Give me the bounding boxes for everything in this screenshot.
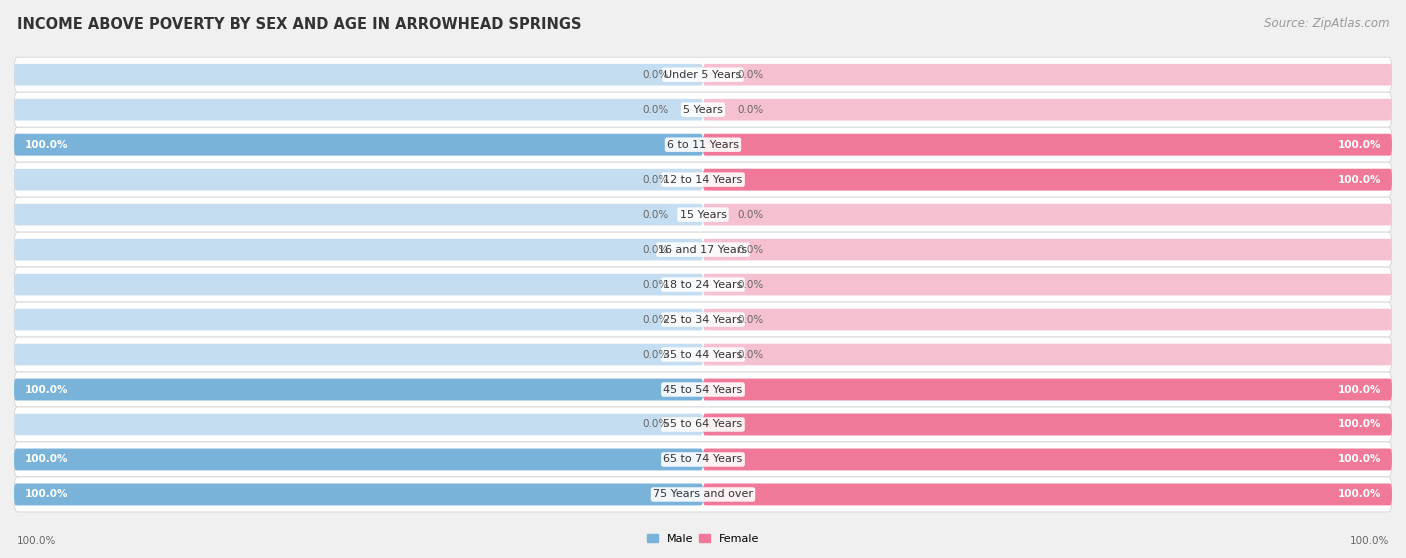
Text: Source: ZipAtlas.com: Source: ZipAtlas.com xyxy=(1264,17,1389,30)
FancyBboxPatch shape xyxy=(14,64,703,85)
FancyBboxPatch shape xyxy=(14,134,703,156)
Text: 100.0%: 100.0% xyxy=(24,384,67,395)
FancyBboxPatch shape xyxy=(14,57,1392,92)
FancyBboxPatch shape xyxy=(703,379,1392,400)
Text: 0.0%: 0.0% xyxy=(643,105,669,115)
FancyBboxPatch shape xyxy=(14,413,703,435)
FancyBboxPatch shape xyxy=(703,204,1392,225)
Text: 0.0%: 0.0% xyxy=(738,70,763,80)
FancyBboxPatch shape xyxy=(703,309,1392,330)
Text: Under 5 Years: Under 5 Years xyxy=(665,70,741,80)
FancyBboxPatch shape xyxy=(14,309,703,330)
FancyBboxPatch shape xyxy=(703,484,1392,506)
FancyBboxPatch shape xyxy=(14,162,1392,197)
Text: 0.0%: 0.0% xyxy=(643,315,669,325)
Text: 65 to 74 Years: 65 to 74 Years xyxy=(664,454,742,464)
FancyBboxPatch shape xyxy=(703,484,1392,506)
Text: 0.0%: 0.0% xyxy=(738,105,763,115)
FancyBboxPatch shape xyxy=(14,169,703,190)
FancyBboxPatch shape xyxy=(14,134,703,156)
Text: 100.0%: 100.0% xyxy=(1339,489,1382,499)
Text: 0.0%: 0.0% xyxy=(738,280,763,290)
Text: 18 to 24 Years: 18 to 24 Years xyxy=(664,280,742,290)
FancyBboxPatch shape xyxy=(14,92,1392,127)
Text: 100.0%: 100.0% xyxy=(1339,384,1382,395)
Text: 100.0%: 100.0% xyxy=(1339,420,1382,430)
FancyBboxPatch shape xyxy=(14,379,703,400)
FancyBboxPatch shape xyxy=(14,267,1392,302)
FancyBboxPatch shape xyxy=(703,99,1392,121)
Text: 0.0%: 0.0% xyxy=(738,244,763,254)
Text: 75 Years and over: 75 Years and over xyxy=(652,489,754,499)
Text: 0.0%: 0.0% xyxy=(643,244,669,254)
FancyBboxPatch shape xyxy=(14,484,703,506)
FancyBboxPatch shape xyxy=(703,449,1392,470)
Text: 100.0%: 100.0% xyxy=(24,140,67,150)
FancyBboxPatch shape xyxy=(14,407,1392,442)
FancyBboxPatch shape xyxy=(703,64,1392,85)
FancyBboxPatch shape xyxy=(703,274,1392,295)
FancyBboxPatch shape xyxy=(14,274,703,295)
FancyBboxPatch shape xyxy=(14,372,1392,407)
Text: 0.0%: 0.0% xyxy=(643,420,669,430)
FancyBboxPatch shape xyxy=(14,477,1392,512)
Text: 12 to 14 Years: 12 to 14 Years xyxy=(664,175,742,185)
Text: 0.0%: 0.0% xyxy=(643,349,669,359)
Text: 55 to 64 Years: 55 to 64 Years xyxy=(664,420,742,430)
Text: 100.0%: 100.0% xyxy=(24,454,67,464)
Text: 100.0%: 100.0% xyxy=(1350,536,1389,546)
FancyBboxPatch shape xyxy=(703,169,1392,190)
FancyBboxPatch shape xyxy=(703,169,1392,190)
FancyBboxPatch shape xyxy=(14,197,1392,232)
FancyBboxPatch shape xyxy=(703,239,1392,261)
Text: 0.0%: 0.0% xyxy=(643,70,669,80)
FancyBboxPatch shape xyxy=(14,449,703,470)
Text: 100.0%: 100.0% xyxy=(1339,175,1382,185)
Legend: Male, Female: Male, Female xyxy=(643,530,763,549)
Text: 0.0%: 0.0% xyxy=(643,280,669,290)
FancyBboxPatch shape xyxy=(703,413,1392,435)
Text: 100.0%: 100.0% xyxy=(1339,140,1382,150)
FancyBboxPatch shape xyxy=(703,413,1392,435)
FancyBboxPatch shape xyxy=(703,134,1392,156)
Text: 16 and 17 Years: 16 and 17 Years xyxy=(658,244,748,254)
Text: 100.0%: 100.0% xyxy=(24,489,67,499)
Text: 100.0%: 100.0% xyxy=(17,536,56,546)
Text: 0.0%: 0.0% xyxy=(738,210,763,220)
FancyBboxPatch shape xyxy=(14,239,703,261)
Text: 0.0%: 0.0% xyxy=(738,349,763,359)
Text: 25 to 34 Years: 25 to 34 Years xyxy=(664,315,742,325)
Text: 5 Years: 5 Years xyxy=(683,105,723,115)
Text: 6 to 11 Years: 6 to 11 Years xyxy=(666,140,740,150)
FancyBboxPatch shape xyxy=(703,134,1392,156)
FancyBboxPatch shape xyxy=(14,337,1392,372)
FancyBboxPatch shape xyxy=(703,344,1392,365)
Text: 0.0%: 0.0% xyxy=(643,210,669,220)
FancyBboxPatch shape xyxy=(14,204,703,225)
Text: 45 to 54 Years: 45 to 54 Years xyxy=(664,384,742,395)
Text: 15 Years: 15 Years xyxy=(679,210,727,220)
FancyBboxPatch shape xyxy=(14,232,1392,267)
Text: 0.0%: 0.0% xyxy=(643,175,669,185)
FancyBboxPatch shape xyxy=(14,99,703,121)
FancyBboxPatch shape xyxy=(14,449,703,470)
FancyBboxPatch shape xyxy=(14,379,703,400)
Text: 100.0%: 100.0% xyxy=(1339,454,1382,464)
FancyBboxPatch shape xyxy=(14,442,1392,477)
FancyBboxPatch shape xyxy=(14,127,1392,162)
Text: 35 to 44 Years: 35 to 44 Years xyxy=(664,349,742,359)
FancyBboxPatch shape xyxy=(14,302,1392,337)
FancyBboxPatch shape xyxy=(14,344,703,365)
FancyBboxPatch shape xyxy=(703,379,1392,400)
Text: INCOME ABOVE POVERTY BY SEX AND AGE IN ARROWHEAD SPRINGS: INCOME ABOVE POVERTY BY SEX AND AGE IN A… xyxy=(17,17,581,32)
FancyBboxPatch shape xyxy=(14,484,703,506)
Text: 0.0%: 0.0% xyxy=(738,315,763,325)
FancyBboxPatch shape xyxy=(703,449,1392,470)
